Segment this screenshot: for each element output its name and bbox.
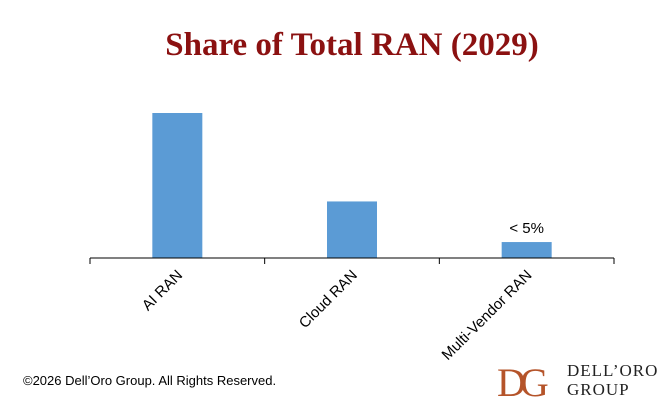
chart-title: Share of Total RAN (2029)	[165, 27, 538, 63]
x-axis-tick-labels: AI RAN Cloud RAN Multi-Vendor RAN	[139, 267, 536, 364]
logo-monogram: DG	[497, 360, 548, 405]
x-tick-label: Multi-Vendor RAN	[439, 267, 536, 364]
data-label: < 5%	[509, 220, 544, 237]
logo-line1: DELL’ORO	[567, 361, 658, 380]
x-tick-label: AI RAN	[139, 267, 186, 314]
x-axis-ticks	[89, 258, 615, 264]
bar-cloud-ran	[327, 201, 377, 258]
dello-logo: DG DELL’ORO GROUP	[497, 360, 658, 405]
bar-multi-vendor-ran	[501, 242, 552, 258]
logo-line2: GROUP	[567, 380, 630, 399]
bar-ai-ran	[152, 113, 203, 258]
copyright-text: ©2026 Dell’Oro Group. All Rights Reserve…	[23, 373, 277, 388]
x-tick-label: Cloud RAN	[296, 267, 361, 332]
bars-group	[152, 113, 552, 258]
data-labels-group: < 5%	[509, 220, 544, 237]
